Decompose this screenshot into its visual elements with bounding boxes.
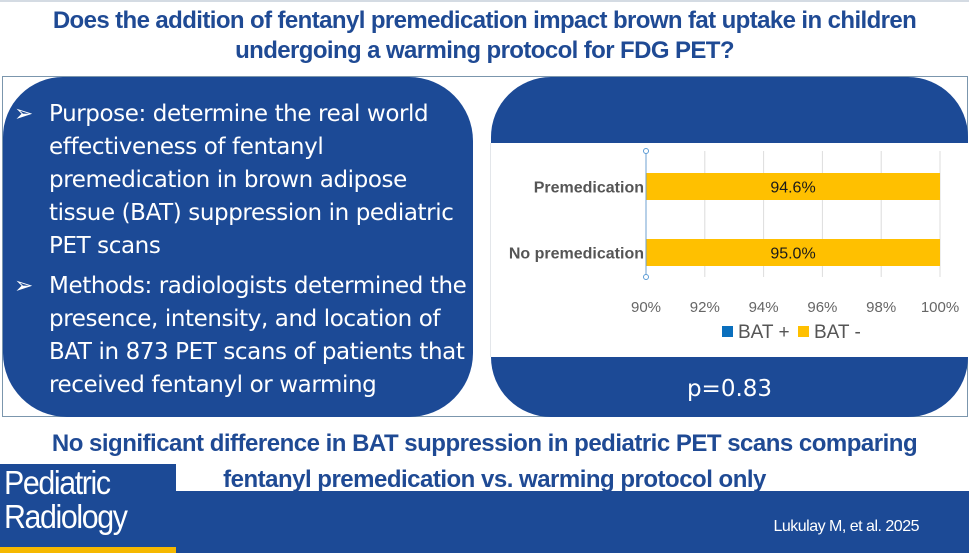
purpose-text: Purpose: determine the real world effect… <box>49 101 454 259</box>
journal-logo: Pediatric Radiology <box>0 464 176 553</box>
citation: Lukulay M, et al. 2025 <box>773 518 919 535</box>
conclusion-line-1: No significant difference in BAT suppres… <box>51 430 918 457</box>
data-label: 94.6% <box>770 180 815 197</box>
legend-swatch <box>722 326 733 337</box>
top-border <box>0 0 969 2</box>
data-label: 95.0% <box>770 246 815 263</box>
methods-bullet: ➢ Methods: radiologists determined the p… <box>14 270 469 402</box>
legend-swatch <box>798 326 809 337</box>
purpose-bullet: ➢ Purpose: determine the real world effe… <box>14 98 469 263</box>
logo-text: Pediatric Radiology <box>4 464 128 535</box>
logo-line-1: Pediatric <box>4 464 111 501</box>
summary-panel <box>3 77 473 417</box>
tick-label: 90% <box>631 299 661 316</box>
conclusion-line-2: fentanyl premedication vs. warming proto… <box>223 466 766 493</box>
axis-handle <box>643 148 649 154</box>
axis-handle <box>643 274 649 280</box>
methods-text: Methods: radiologists determined the pre… <box>49 273 467 398</box>
tick-label: 100% <box>921 299 959 316</box>
p-value: p=0.83 <box>686 376 773 402</box>
bar-batneg <box>646 173 940 200</box>
logo-line-2: Radiology <box>4 498 128 535</box>
category-label: No premedication <box>509 246 644 263</box>
tick-label: 94% <box>749 299 779 316</box>
title-line-2: undergoing a warming protocol for FDG PE… <box>235 37 734 64</box>
logo-stripe <box>0 547 176 553</box>
page-title: Does the addition of fentanyl premedicat… <box>0 6 969 66</box>
bar-batneg <box>646 239 940 266</box>
tick-label: 92% <box>690 299 720 316</box>
conclusion: No significant difference in BAT suppres… <box>0 426 969 498</box>
arrowhead-bullet-icon: ➢ <box>14 101 33 127</box>
tick-label: 96% <box>807 299 837 316</box>
arrowhead-bullet-icon: ➢ <box>14 273 33 299</box>
tick-label: 98% <box>866 299 896 316</box>
stacked-bar-chart: 5.4%94.6%Premedication5.0%95.0%No premed… <box>509 148 959 343</box>
conclusion-background <box>175 461 969 491</box>
category-label: Premedication <box>534 180 644 197</box>
legend-label: BAT - <box>814 322 861 343</box>
title-line-1: Does the addition of fentanyl premedicat… <box>52 7 917 34</box>
legend-label: BAT + <box>738 322 790 343</box>
